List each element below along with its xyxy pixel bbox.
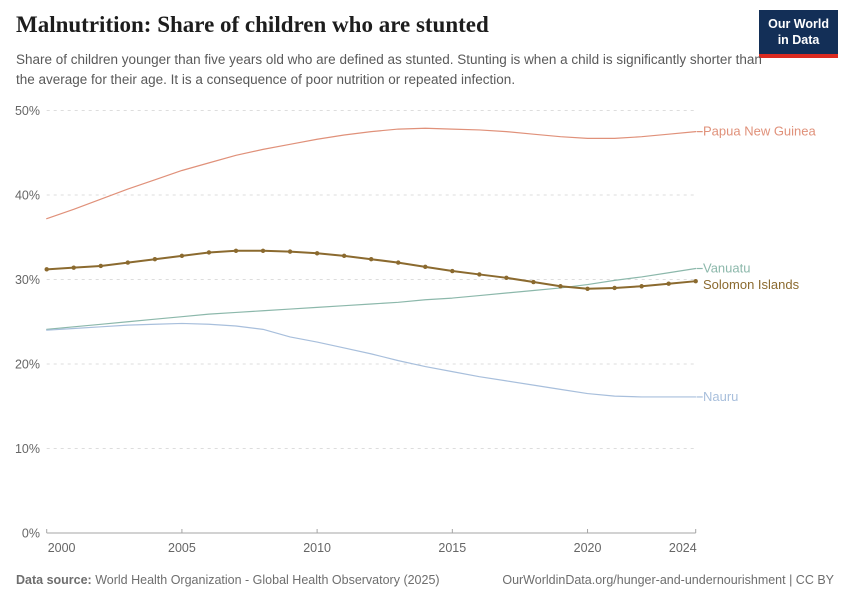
series-marker-solomon-islands [152,257,158,262]
series-marker-solomon-islands [314,251,320,256]
series-label-vanuatu[interactable]: Vanuatu [703,261,750,276]
series-marker-solomon-islands [125,260,131,265]
y-tick-label-20: 20% [15,358,40,372]
series-marker-solomon-islands [369,257,374,262]
y-tick-label-30: 30% [15,273,40,287]
series-marker-solomon-islands [423,264,428,270]
series-marker-solomon-islands [233,248,239,253]
series-marker-solomon-islands [206,250,212,255]
owid-logo[interactable]: Our World in Data [759,10,838,58]
series-marker-solomon-islands [477,272,482,277]
y-tick-label-50: 50% [15,104,40,118]
x-tick-label-2000: 2000 [48,541,76,555]
chart-footer: Data source: World Health Organization -… [16,573,834,587]
series-marker-solomon-islands [666,281,671,286]
data-source-value: World Health Organization - Global Healt… [91,573,440,587]
series-marker-solomon-islands [504,275,509,281]
series-marker-solomon-islands [44,267,49,272]
series-marker-solomon-islands [639,284,644,289]
owid-logo-line1: Our World [768,17,829,31]
series-marker-solomon-islands [341,253,347,259]
x-tick-label-2010: 2010 [303,541,331,555]
series-marker-solomon-islands [396,260,401,265]
data-source-label: Data source: [16,573,92,587]
series-marker-solomon-islands [260,248,266,253]
x-tick-label-2020: 2020 [574,541,602,555]
series-label-papua-new-guinea[interactable]: Papua New Guinea [703,124,817,139]
series-line-nauru[interactable] [46,322,697,398]
series-marker-solomon-islands [612,285,617,291]
series-label-nauru[interactable]: Nauru [703,389,738,404]
data-source-note: Data source: World Health Organization -… [16,573,440,587]
x-tick-label-2024: 2024 [669,541,697,555]
y-tick-label-40: 40% [15,189,40,203]
chart-subtitle: Share of children younger than five year… [16,52,762,88]
x-tick-label-2005: 2005 [168,541,196,555]
series-line-papua-new-guinea[interactable] [46,127,697,220]
series-marker-solomon-islands [450,268,455,274]
series-marker-solomon-islands [179,253,185,259]
chart-canvas[interactable]: 0% 10% 20% 30% 40% 50% 2000 2005 2010 2015 2020 202… [0,100,850,560]
series-marker-solomon-islands [558,284,563,289]
series-marker-solomon-islands [585,286,590,291]
series-marker-solomon-islands [531,279,536,285]
series-marker-solomon-islands [693,278,698,284]
series-marker-solomon-islands [98,263,103,269]
series-marker-solomon-islands [71,265,76,270]
attribution-link[interactable]: OurWorldinData.org/hunger-and-undernouri… [502,573,834,587]
series-line-vanuatu[interactable] [46,267,697,330]
page-title: Malnutrition: Share of children who are … [16,12,489,37]
series-label-solomon-islands[interactable]: Solomon Islands [703,277,800,292]
y-tick-label-10: 10% [15,442,40,456]
x-tick-label-2015: 2015 [438,541,466,555]
owid-logo-line2: in Data [777,33,820,48]
y-tick-label-0: 0% [22,527,40,541]
series-marker-solomon-islands [287,249,293,254]
